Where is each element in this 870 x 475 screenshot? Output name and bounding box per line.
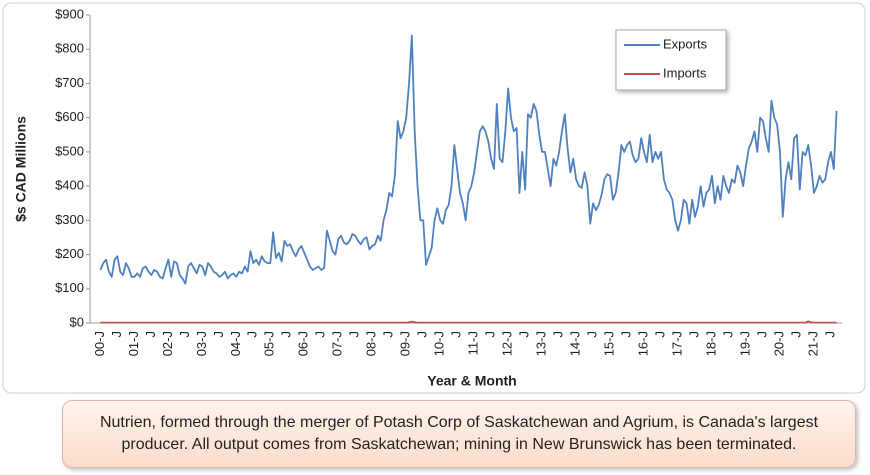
x-tick-label: J: [788, 331, 803, 338]
x-tick-label: 08-J: [364, 331, 379, 356]
x-tick-label: J: [618, 331, 633, 338]
x-tick-label: 04-J: [228, 331, 243, 356]
x-tick-label: J: [313, 331, 328, 338]
x-tick-label: J: [347, 331, 362, 338]
x-tick-label: 11-J: [466, 331, 481, 355]
x-tick-label: 19-J: [737, 331, 752, 356]
x-tick-label: 02-J: [160, 331, 175, 356]
x-tick-label: 03-J: [194, 331, 209, 356]
x-tick-label: 01-J: [126, 331, 141, 356]
x-tick-label: J: [415, 331, 430, 338]
y-tick-label: $600: [55, 109, 84, 124]
x-tick-label: J: [822, 331, 837, 338]
x-tick-label: J: [143, 331, 158, 338]
x-tick-label: 13-J: [534, 331, 549, 356]
series-line: [100, 320, 837, 324]
x-tick-label: 06-J: [296, 331, 311, 356]
x-tick-label: J: [754, 331, 769, 338]
x-tick-label: J: [551, 331, 566, 338]
series-line: [99, 34, 838, 285]
x-tick-label: 00-J: [92, 331, 107, 356]
y-tick-label: $200: [55, 246, 84, 261]
x-tick-label: J: [211, 331, 226, 338]
x-tick-label: 17-J: [669, 331, 684, 356]
x-tick-label: J: [449, 331, 464, 338]
x-tick-label: 20-J: [771, 331, 786, 356]
y-tick-label: $300: [55, 212, 84, 227]
y-tick-label: $800: [55, 41, 84, 56]
x-axis-label: Year & Month: [427, 373, 516, 389]
legend-label: Imports: [663, 65, 707, 80]
x-tick-label: 10-J: [432, 331, 447, 356]
y-tick-label: $0: [70, 314, 84, 329]
x-tick-label: J: [245, 331, 260, 338]
x-tick-label: J: [279, 331, 294, 338]
x-tick-label: J: [381, 331, 396, 338]
x-tick-label: J: [720, 331, 735, 338]
x-tick-label: 18-J: [703, 331, 718, 356]
y-tick-label: $500: [55, 143, 84, 158]
x-tick-label: 05-J: [262, 331, 277, 356]
x-tick-label: J: [483, 331, 498, 338]
x-tick-label: J: [686, 331, 701, 338]
x-tick-label: J: [109, 331, 124, 338]
y-tick-label: $700: [55, 75, 84, 90]
x-tick-label: 09-J: [398, 331, 413, 356]
caption: Nutrien, formed through the merger of Po…: [62, 400, 856, 468]
legend-label: Exports: [663, 36, 708, 51]
x-tick-label: J: [517, 331, 532, 338]
x-tick-label: 21-J: [805, 331, 820, 356]
y-axis-label: $s CAD Millions: [13, 116, 29, 222]
x-tick-label: J: [177, 331, 192, 338]
x-tick-label: J: [652, 331, 667, 338]
x-tick-label: 12-J: [500, 331, 515, 356]
x-tick-label: 07-J: [330, 331, 345, 356]
legend: [615, 29, 727, 91]
x-tick-label: J: [585, 331, 600, 338]
y-tick-label: $900: [55, 6, 84, 21]
x-tick-label: 15-J: [602, 331, 617, 356]
x-tick-label: 16-J: [635, 331, 650, 356]
chart-frame: [2, 2, 866, 394]
y-tick-label: $100: [55, 280, 84, 295]
y-tick-label: $400: [55, 178, 84, 193]
x-tick-label: 14-J: [568, 331, 583, 356]
